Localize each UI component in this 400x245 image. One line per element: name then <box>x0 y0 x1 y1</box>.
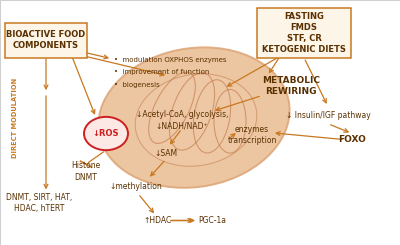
Text: Histone
DNMT: Histone DNMT <box>71 161 101 182</box>
Text: ↓SAM: ↓SAM <box>154 149 178 158</box>
Text: FOXO: FOXO <box>338 135 366 144</box>
Ellipse shape <box>135 74 257 166</box>
Text: FASTING
FMDS
STF, CR
KETOGENIC DIETS: FASTING FMDS STF, CR KETOGENIC DIETS <box>262 12 346 54</box>
Text: ↓ROS: ↓ROS <box>93 129 119 138</box>
Text: DNMT, SIRT, HAT,
HDAC, hTERT: DNMT, SIRT, HAT, HDAC, hTERT <box>6 193 72 213</box>
Text: ↓ Insulin/IGF pathway: ↓ Insulin/IGF pathway <box>286 111 370 120</box>
Text: ↓methylation: ↓methylation <box>110 182 162 191</box>
Ellipse shape <box>84 117 128 150</box>
Text: •  modulation OXPHOS enzymes: • modulation OXPHOS enzymes <box>114 57 226 63</box>
Text: ↑HDAC: ↑HDAC <box>144 216 172 225</box>
FancyBboxPatch shape <box>257 8 351 58</box>
Text: BIOACTIVE FOOD
COMPONENTS: BIOACTIVE FOOD COMPONENTS <box>6 30 86 50</box>
Text: •  improvement of function: • improvement of function <box>114 69 209 75</box>
Text: •  biogenesis: • biogenesis <box>114 82 160 87</box>
Text: enzymes
transcription: enzymes transcription <box>227 125 277 145</box>
Text: METABOLIC
REWIRING: METABOLIC REWIRING <box>262 76 320 96</box>
Ellipse shape <box>98 47 290 188</box>
FancyBboxPatch shape <box>5 23 87 58</box>
Text: PGC-1a: PGC-1a <box>198 216 226 225</box>
Text: DIRECT MODULATION: DIRECT MODULATION <box>12 77 18 158</box>
Text: ↓Acetyl-CoA, glycolysis,
↓NADH/NAD⁺: ↓Acetyl-CoA, glycolysis, ↓NADH/NAD⁺ <box>136 110 228 130</box>
